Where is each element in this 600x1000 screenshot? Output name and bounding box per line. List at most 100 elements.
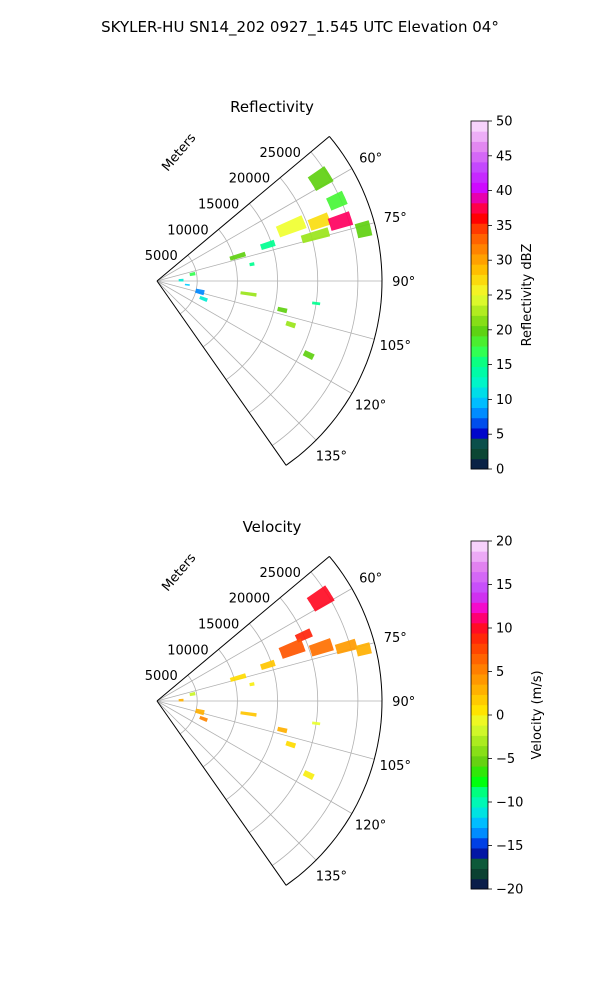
range-tick-label: 20000 — [229, 172, 270, 187]
echo-patch-19 — [312, 301, 321, 306]
colorbar-band — [471, 202, 488, 214]
colorbar-tick-label: 25 — [496, 289, 513, 304]
echo-patch-16 — [277, 306, 288, 314]
figure-title: SKYLER-HU SN14_202 0927_1.545 UTC Elevat… — [101, 18, 499, 37]
azimuth-spoke-4 — [156, 280, 353, 394]
reflectivity-echoes — [178, 166, 373, 360]
colorbar-band — [471, 438, 488, 449]
velocity-panel: Velocity Meters 5000 10000 15000 20000 25000… — [145, 518, 545, 898]
echo-patch-5 — [300, 227, 331, 244]
sector-edge-start — [156, 136, 330, 282]
range-tick-label: 25000 — [260, 146, 301, 161]
colorbar-band — [471, 571, 488, 583]
reflectivity-radial-label: Meters — [159, 131, 199, 175]
echo-patch-14 — [277, 726, 288, 734]
colorbar-tick-label: 0 — [496, 709, 504, 724]
colorbar-band — [471, 807, 488, 818]
range-tick-label: 15000 — [198, 618, 239, 633]
colorbar-band — [471, 868, 488, 880]
colorbar-band — [471, 151, 488, 163]
colorbar-band — [471, 541, 488, 552]
reflectivity-grid — [156, 151, 382, 446]
colorbar-band — [471, 684, 488, 695]
velocity-title: Velocity — [243, 518, 302, 536]
echo-patch-17 — [312, 721, 321, 726]
azimuth-tick-label: 90° — [392, 695, 415, 710]
sector-edge-end — [156, 280, 287, 466]
echo-patch-12 — [184, 283, 190, 286]
range-tick-label: 10000 — [167, 643, 208, 658]
colorbar-band — [471, 755, 488, 767]
colorbar-band — [471, 663, 488, 675]
colorbar-band — [471, 612, 488, 624]
echo-patch-12 — [199, 715, 208, 722]
echo-patch-2 — [278, 638, 306, 659]
range-tick-label: 15000 — [198, 198, 239, 213]
colorbar-tick-label: −20 — [496, 883, 523, 898]
colorbar-band — [471, 335, 488, 347]
range-ring-4 — [271, 151, 359, 446]
range-tick-label: 20000 — [229, 592, 270, 607]
colorbar-band — [471, 878, 488, 890]
range-ring-1 — [202, 229, 238, 348]
echo-patch-4 — [327, 211, 354, 231]
azimuth-tick-label: 120° — [355, 818, 386, 833]
colorbar-band — [471, 325, 488, 337]
colorbar-band — [471, 715, 488, 726]
colorbar-band — [471, 397, 488, 408]
colorbar-band — [471, 213, 488, 224]
azimuth-tick-label: 75° — [384, 211, 407, 226]
colorbar-band — [471, 264, 488, 275]
azimuth-tick-label: 135° — [316, 449, 347, 464]
echo-patch-3 — [307, 212, 332, 231]
range-ring-1 — [202, 649, 238, 768]
range-tick-label: 5000 — [145, 669, 178, 684]
velocity-colorbar-label: Velocity (m/s) — [530, 670, 545, 759]
velocity-grid — [156, 571, 382, 866]
echo-patch-8 — [249, 682, 255, 687]
colorbar-tick-label: 15 — [496, 578, 513, 593]
reflectivity-ticks: 5000 10000 15000 20000 25000 60° 75° 90° 105° 120… — [145, 146, 416, 465]
colorbar-band — [471, 817, 488, 828]
velocity-colorbar: −20 −15 −10 −5 0 5 10 15 20 — [470, 535, 523, 898]
colorbar-tick-label: 15 — [496, 358, 513, 373]
colorbar-band — [471, 725, 488, 736]
reflectivity-colorbar: 0 5 10 15 20 25 30 35 40 45 50 — [470, 115, 513, 478]
azimuth-tick-label: 60° — [359, 152, 382, 167]
azimuth-tick-label: 60° — [359, 572, 382, 587]
azimuth-tick-label: 120° — [355, 398, 386, 413]
azimuth-tick-label: 75° — [384, 631, 407, 646]
echo-patch-15 — [285, 740, 297, 749]
colorbar-band — [471, 121, 488, 132]
azimuth-tick-label: 105° — [380, 759, 411, 774]
sector-edge-start — [156, 556, 330, 702]
colorbar-tick-label: 40 — [496, 184, 513, 199]
echo-patch-5 — [355, 642, 372, 657]
echo-patch-8 — [229, 251, 246, 261]
echo-patch-2 — [275, 215, 307, 238]
colorbar-band — [471, 243, 488, 255]
reflectivity-frame — [156, 136, 383, 466]
colorbar-band — [471, 622, 488, 634]
echo-patch-10 — [178, 698, 184, 702]
colorbar-band — [471, 376, 488, 388]
colorbar-band — [471, 315, 488, 327]
colorbar-tick-label: −5 — [496, 752, 515, 767]
colorbar-band — [471, 448, 488, 460]
azimuth-tick-label: 135° — [316, 869, 347, 884]
velocity-frame — [156, 556, 383, 886]
echo-patch-13 — [195, 288, 205, 296]
echo-patch-6 — [354, 220, 373, 239]
reflectivity-colorbar-label: Reflectivity dBZ — [520, 244, 535, 347]
echo-patch-13 — [240, 711, 257, 717]
echo-patch-10 — [189, 271, 196, 277]
colorbar-band — [471, 161, 488, 173]
colorbar-tick-label: 5 — [496, 428, 504, 443]
colorbar-band — [471, 653, 488, 665]
echo-patch-17 — [285, 320, 297, 329]
range-ring-0 — [179, 674, 198, 735]
colorbar-tick-label: 20 — [496, 535, 513, 550]
colorbar-band — [471, 592, 488, 603]
colorbar-band — [471, 551, 488, 562]
colorbar-band — [471, 581, 488, 593]
